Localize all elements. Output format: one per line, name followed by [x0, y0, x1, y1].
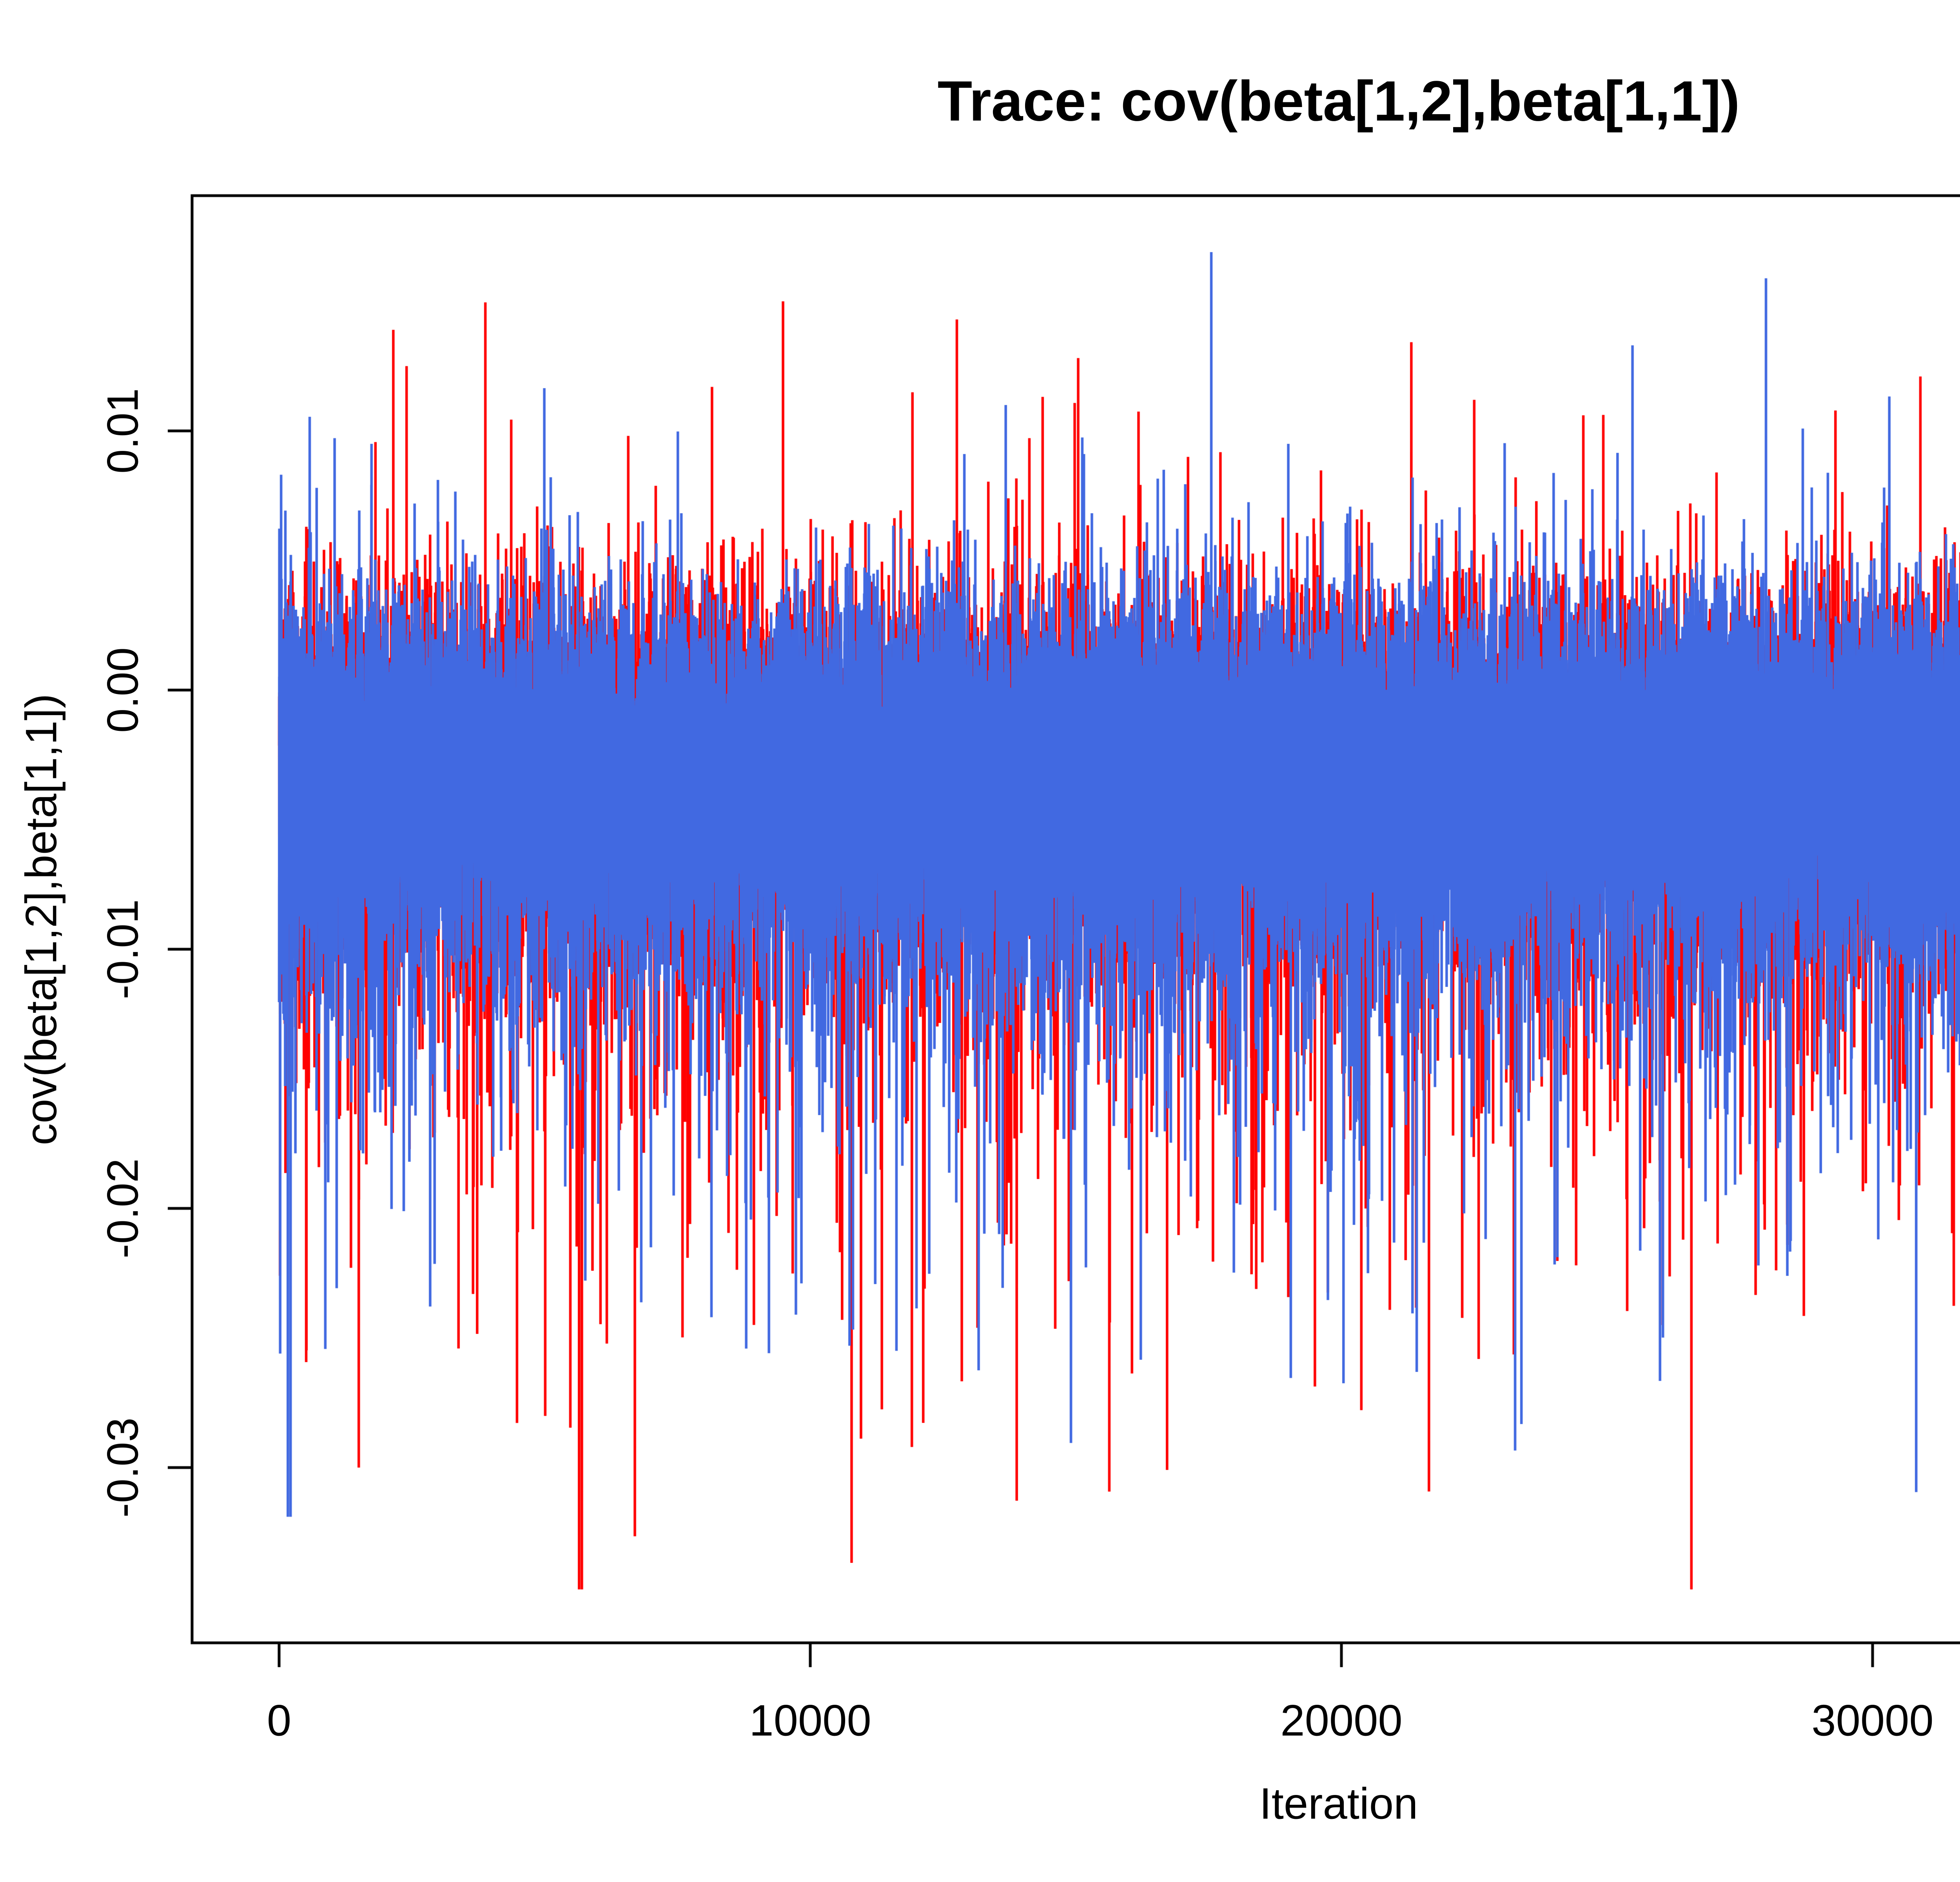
x-tick-label: 20000 — [1280, 1696, 1403, 1745]
x-tick-label: 10000 — [749, 1696, 871, 1745]
plot-title: Trace: cov(beta[1,2],beta[1,1]) — [937, 69, 1740, 133]
x-axis-label: Iteration — [1259, 1779, 1418, 1828]
y-tick-label: -0.01 — [98, 899, 147, 999]
y-tick-label: -0.02 — [98, 1158, 147, 1259]
y-tick-label: 0.01 — [98, 388, 147, 474]
x-tick-label: 0 — [267, 1696, 292, 1745]
x-tick-label: 30000 — [1811, 1696, 1934, 1745]
y-axis-label: cov(beta[1,2],beta[1,1]) — [16, 694, 66, 1145]
y-tick-label: 0.00 — [98, 647, 147, 733]
y-tick-label: -0.03 — [98, 1417, 147, 1518]
